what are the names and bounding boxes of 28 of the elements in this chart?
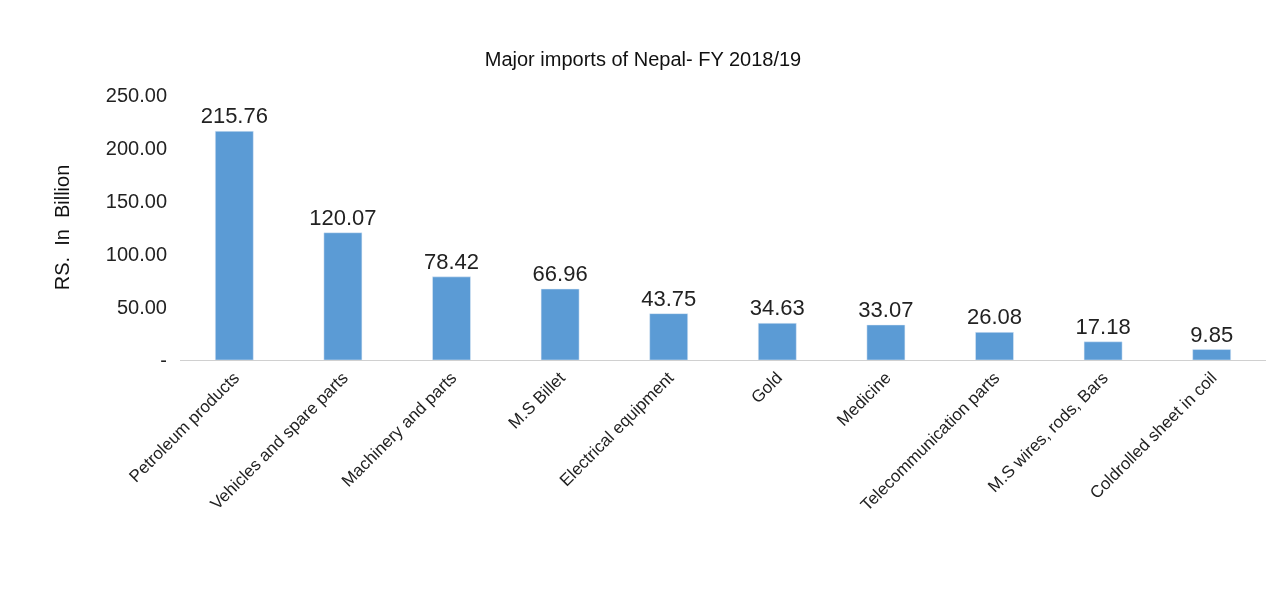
chart-title: Major imports of Nepal- FY 2018/19	[484, 48, 802, 70]
bar	[1192, 349, 1231, 360]
data-label: 34.63	[749, 295, 805, 321]
bar	[323, 232, 363, 360]
bar	[432, 276, 471, 360]
data-label: 215.76	[200, 103, 268, 129]
bar	[540, 288, 580, 360]
bar	[866, 324, 906, 360]
y-tick-label: 250.00	[105, 84, 167, 106]
y-tick-label: 100.00	[105, 243, 167, 265]
data-label: 17.18	[1075, 313, 1131, 339]
y-tick-label: 50.00	[116, 296, 167, 318]
bar	[215, 131, 254, 360]
data-label: 33.07	[858, 296, 914, 322]
y-axis-title: RS. In Billion	[51, 164, 74, 291]
y-tick-label: 150.00	[105, 190, 167, 212]
y-tick-label: 200.00	[105, 137, 167, 159]
bar	[975, 332, 1014, 360]
data-label: 9.85	[1190, 321, 1234, 347]
data-label: 66.96	[532, 261, 588, 287]
y-tick-label: -	[160, 349, 167, 371]
data-label: 78.42	[423, 248, 480, 274]
data-label: 120.07	[309, 204, 377, 230]
bar	[1083, 341, 1123, 360]
data-label: 43.75	[641, 285, 697, 311]
bar	[649, 313, 688, 360]
bar	[758, 323, 797, 360]
data-label: 26.08	[966, 304, 1023, 330]
